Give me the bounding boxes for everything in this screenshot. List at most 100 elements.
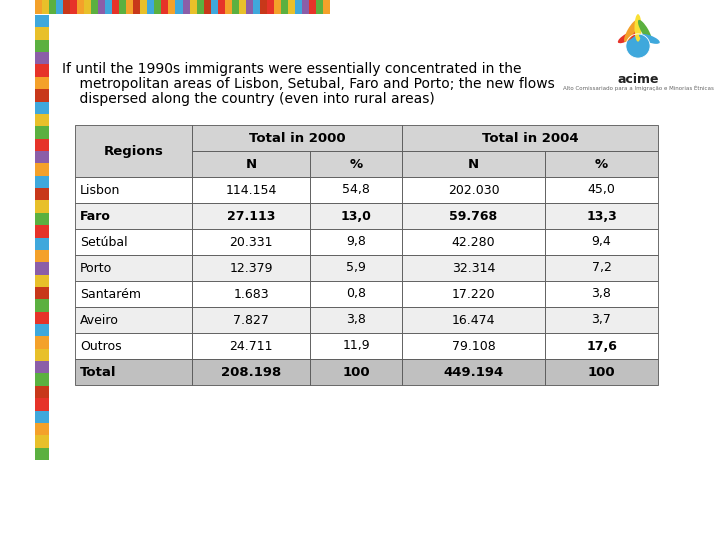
Bar [545,177,658,203]
Ellipse shape [624,20,638,42]
Bar [35,423,49,435]
Text: 449.194: 449.194 [444,366,503,379]
Bar [126,0,133,14]
Bar [288,0,295,14]
Bar [310,333,402,359]
Bar [35,299,49,312]
Text: 45,0: 45,0 [588,184,616,197]
Text: N: N [468,158,479,171]
Bar [545,151,658,177]
Bar [310,151,402,177]
Bar [253,0,260,14]
Bar [545,333,658,359]
Text: 13,0: 13,0 [341,210,372,222]
Ellipse shape [639,34,660,44]
Bar [91,0,98,14]
Bar [176,0,182,14]
Bar [192,125,402,151]
Bar [35,102,49,114]
Bar [112,0,120,14]
Bar [402,307,545,333]
Bar [192,177,310,203]
Text: 42.280: 42.280 [451,235,495,248]
Bar [154,0,161,14]
Bar [35,15,49,28]
Bar [323,0,330,14]
Bar [225,0,232,14]
Text: Faro: Faro [80,210,111,222]
Bar [35,287,49,299]
Bar [35,410,49,423]
Circle shape [626,34,650,58]
Bar [545,255,658,281]
Text: 100: 100 [588,366,616,379]
Bar [402,125,658,151]
Bar [309,0,316,14]
Bar [192,151,310,177]
Bar [35,250,49,262]
Text: If until the 1990s immigrants were essentially concentrated in the: If until the 1990s immigrants were essen… [62,62,521,76]
Bar [56,0,63,14]
Bar [84,0,91,14]
Text: Outros: Outros [80,340,122,353]
Bar [75,203,192,229]
Bar [402,151,545,177]
Text: metropolitan areas of Lisbon, Setubal, Faro and Porto; the new flows: metropolitan areas of Lisbon, Setubal, F… [62,77,554,91]
Bar [192,359,310,385]
Text: 3,8: 3,8 [592,287,611,300]
Ellipse shape [618,31,637,43]
Bar [140,0,148,14]
Text: 208.198: 208.198 [221,366,281,379]
Bar [545,229,658,255]
Bar [402,229,545,255]
Bar [310,359,402,385]
Bar [197,0,204,14]
Text: N: N [246,158,256,171]
Bar [281,0,288,14]
Bar [192,255,310,281]
Bar [274,0,281,14]
Text: 3,7: 3,7 [592,314,611,327]
Bar [35,336,49,349]
Bar [267,0,274,14]
Bar [192,203,310,229]
Text: 79.108: 79.108 [451,340,495,353]
Text: 202.030: 202.030 [448,184,499,197]
Bar [402,333,545,359]
Text: Aveiro: Aveiro [80,314,119,327]
Text: Total in 2004: Total in 2004 [482,132,578,145]
Text: 54,8: 54,8 [342,184,370,197]
Bar [35,89,49,102]
Text: 7,2: 7,2 [592,261,611,274]
Bar [217,0,225,14]
Bar [295,0,302,14]
Text: Lisbon: Lisbon [80,184,120,197]
Bar [35,200,49,213]
Bar [35,274,49,287]
Bar [545,359,658,385]
Text: 9,8: 9,8 [346,235,366,248]
Text: 11,9: 11,9 [342,340,370,353]
Bar [35,0,42,14]
Bar [210,0,217,14]
Text: Alto Comissariado para a Imigração e Minorias Étnicas: Alto Comissariado para a Imigração e Min… [562,85,714,91]
Bar [35,448,49,460]
Text: 100: 100 [342,366,370,379]
Text: Porto: Porto [80,261,112,274]
Bar [204,0,210,14]
Bar [75,359,192,385]
Bar [120,0,126,14]
Bar [35,188,49,200]
Bar [70,0,77,14]
Bar [232,0,239,14]
Bar [35,386,49,398]
Bar [35,126,49,139]
Bar [35,52,49,64]
Bar [35,398,49,410]
Text: dispersed along the country (even into rural areas): dispersed along the country (even into r… [62,92,435,106]
Text: 3,8: 3,8 [346,314,366,327]
Text: %: % [349,158,363,171]
Bar [192,281,310,307]
Bar [35,225,49,238]
Text: 114.154: 114.154 [225,184,276,197]
